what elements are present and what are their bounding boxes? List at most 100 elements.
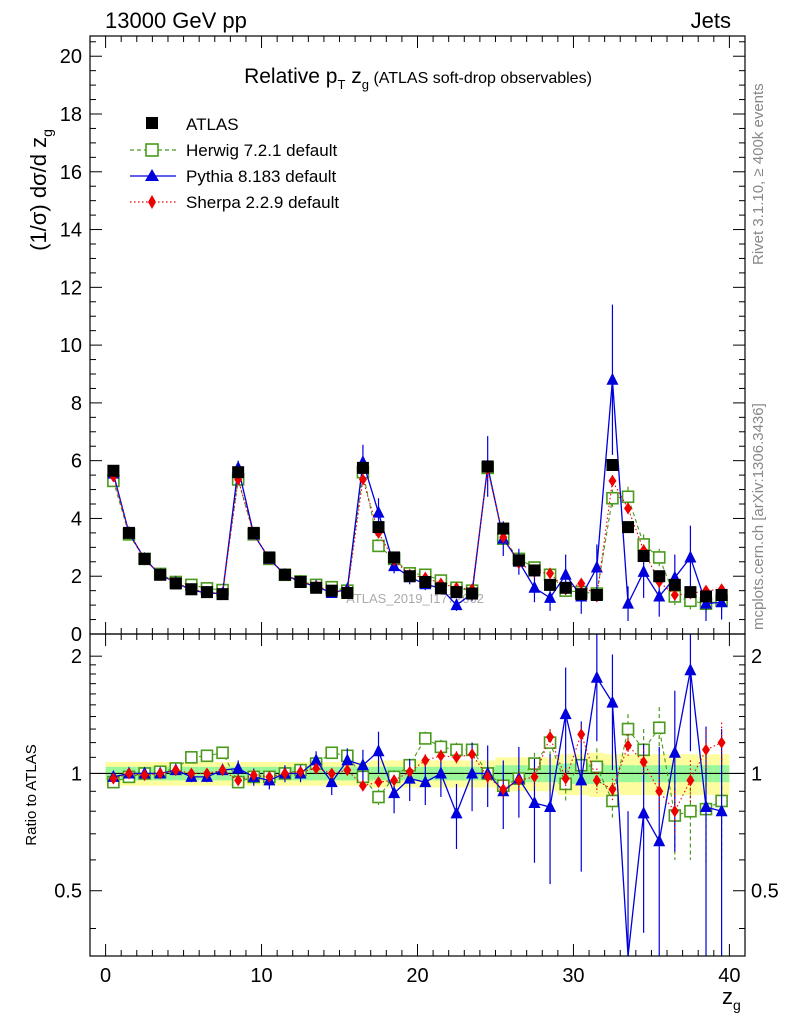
x-tick-label: 40 xyxy=(718,965,740,987)
ratio-tick-label: 0.5 xyxy=(54,881,82,903)
data-point xyxy=(450,586,463,599)
legend-label-atlas: ATLAS xyxy=(186,115,239,134)
ratio-point xyxy=(419,775,432,788)
ratio-tick-label: 2 xyxy=(71,646,82,668)
data-point xyxy=(294,576,307,588)
header-category: Jets xyxy=(691,8,731,33)
legend-marker-pythia xyxy=(145,169,159,181)
legend-marker-atlas xyxy=(146,117,158,129)
legend-label-herwig: Herwig 7.2.1 default xyxy=(186,141,337,160)
data-point xyxy=(481,460,494,473)
x-axis-label-text: z xyxy=(722,984,733,1009)
data-point xyxy=(577,577,586,590)
ratio-point xyxy=(312,762,321,775)
legend-marker-sherpa xyxy=(148,195,156,209)
data-point xyxy=(622,596,635,609)
data-point xyxy=(668,578,681,591)
ratio-point xyxy=(499,783,508,796)
ratio-point xyxy=(559,707,572,720)
data-point xyxy=(546,567,555,580)
y-tick-label: 20 xyxy=(60,46,82,68)
ratio-point xyxy=(653,834,666,847)
ratio-line xyxy=(113,726,722,817)
ratio-point xyxy=(296,765,305,778)
data-point xyxy=(356,461,369,474)
legend-label-sherpa: Sherpa 2.2.9 default xyxy=(186,193,339,212)
ratio-point xyxy=(670,805,679,818)
ratio-point xyxy=(156,767,165,780)
data-point xyxy=(154,568,167,581)
data-point xyxy=(403,570,416,583)
chart-title: Relative pT zg (ATLAS soft-drop observab… xyxy=(244,65,592,92)
legend-entry-sherpa: Sherpa 2.2.9 default xyxy=(130,193,339,212)
ratio-point xyxy=(530,770,539,783)
data-point xyxy=(700,590,713,603)
data-point xyxy=(169,577,182,590)
data-point xyxy=(606,372,619,385)
ratio-point xyxy=(358,779,367,792)
ratio-point xyxy=(684,804,697,818)
data-point xyxy=(653,570,666,583)
data-point xyxy=(232,466,245,479)
data-point xyxy=(590,589,603,601)
data-point xyxy=(372,539,385,553)
x-tick-label: 0 xyxy=(100,965,111,987)
y-tick-label: 18 xyxy=(60,104,82,126)
ratio-point xyxy=(372,744,385,757)
ratio-point xyxy=(343,764,352,777)
data-point xyxy=(544,578,557,591)
data-point xyxy=(263,551,276,564)
ratio-point xyxy=(234,774,243,787)
y-tick-label: 12 xyxy=(60,277,82,299)
ratio-point xyxy=(372,790,385,804)
ratio-series-sherpa xyxy=(109,722,726,834)
ratio-point xyxy=(624,739,633,752)
ratio-point xyxy=(109,772,118,785)
header-energy: 13000 GeV pp xyxy=(105,8,247,33)
series-atlas xyxy=(107,459,728,603)
ratio-point xyxy=(528,795,541,808)
y-tick-label: 0 xyxy=(71,624,82,646)
ratio-point xyxy=(325,746,339,760)
ratio-point xyxy=(655,785,664,798)
ratio-point xyxy=(310,753,323,766)
data-point xyxy=(185,583,198,596)
ratio-tick-label: 1 xyxy=(71,763,82,785)
data-point xyxy=(450,598,463,611)
x-axis-label-sub: g xyxy=(733,997,741,1013)
data-point xyxy=(684,550,697,563)
x-tick-label: 20 xyxy=(406,965,428,987)
data-point xyxy=(528,580,541,593)
ratio-point xyxy=(468,748,477,761)
data-point xyxy=(590,560,603,573)
x-tick-label: 30 xyxy=(562,965,584,987)
ratio-point xyxy=(546,731,555,744)
data-point xyxy=(138,552,151,565)
title-z: z xyxy=(345,65,361,88)
series-line xyxy=(112,469,722,598)
ratio-point xyxy=(374,776,383,789)
ratio-point xyxy=(686,774,695,787)
legend-entry-atlas: ATLAS xyxy=(146,115,239,134)
ratio-point xyxy=(592,774,601,787)
legend-entry-herwig: Herwig 7.2.1 default xyxy=(130,141,337,160)
y-tick-label: 14 xyxy=(60,220,82,242)
ratio-point xyxy=(606,695,619,708)
data-point xyxy=(434,582,447,595)
title-rest: (ATLAS soft-drop observables) xyxy=(369,70,592,87)
ratio-point xyxy=(577,728,586,741)
data-point xyxy=(700,596,713,609)
ratio-point xyxy=(637,806,650,819)
y-tick-label: 4 xyxy=(71,508,82,530)
data-point xyxy=(606,459,619,471)
ratio-point xyxy=(140,769,149,782)
ratio-point xyxy=(590,670,603,683)
analysis-watermark: ATLAS_2019_I1772062 xyxy=(346,591,484,606)
ratio-point xyxy=(280,767,289,780)
data-point xyxy=(637,564,650,577)
y-axis-label-text: (1/σ) dσ/d z xyxy=(26,137,51,251)
ratio-point xyxy=(544,800,557,813)
series-layer xyxy=(107,304,728,621)
